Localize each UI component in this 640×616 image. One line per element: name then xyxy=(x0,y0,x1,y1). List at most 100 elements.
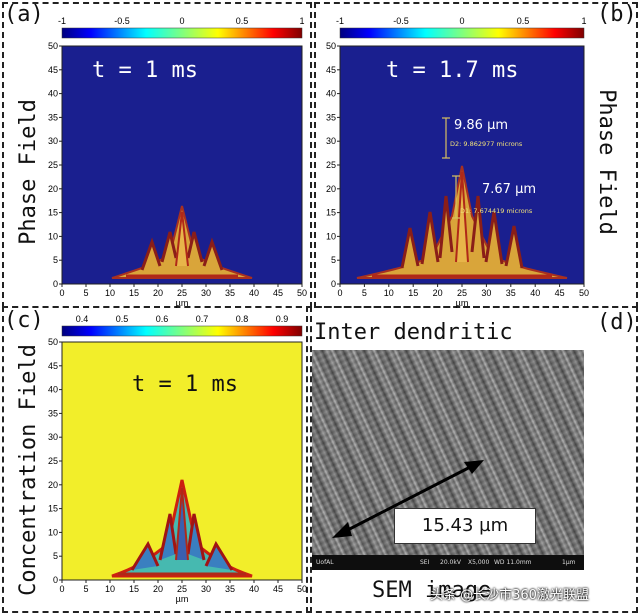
x-tick-label: 20 xyxy=(153,584,163,594)
panel-b-svg: -1 -0.5 0 0.5 1 0 5 10 15 20 25 30 35 40 45 50 0 5 10 15 20… xyxy=(316,16,589,308)
colorbar-tick-label: 0 xyxy=(179,16,184,26)
x-tick-label: 10 xyxy=(105,288,115,298)
y-tick-label: 0 xyxy=(331,279,336,289)
colorbar-tick-label: 0.9 xyxy=(276,314,289,324)
colorbar-tick-label: -1 xyxy=(336,16,344,26)
x-tick-label: 45 xyxy=(273,288,283,298)
y-tick-label: 50 xyxy=(48,337,58,347)
x-tick-label: 35 xyxy=(225,584,235,594)
x-tick-label: 30 xyxy=(481,288,491,298)
dendrite-c xyxy=(111,479,253,578)
sem-info-0: UofAL xyxy=(316,559,334,566)
y-tick-label: 15 xyxy=(326,208,336,218)
x-tick-label: 45 xyxy=(273,584,283,594)
sem-info-3: X5,000 xyxy=(468,559,490,566)
x-tick-label: 25 xyxy=(177,288,187,298)
x-tick-label: 25 xyxy=(457,288,467,298)
colorbar-tick-label: 0.8 xyxy=(236,314,249,324)
panel-label-a: (a) xyxy=(4,2,44,27)
x-tick-label: 35 xyxy=(506,288,516,298)
colorbar-tick-label: 0.5 xyxy=(236,16,249,26)
y-tick-label: 5 xyxy=(331,255,336,265)
x-tick-label: 15 xyxy=(408,288,418,298)
colorbar-c xyxy=(61,325,303,337)
x-tick-label: 0 xyxy=(337,288,342,298)
y-tick-label: 0 xyxy=(53,279,58,289)
y-tick-label: 30 xyxy=(48,432,58,442)
x-tick-label: 40 xyxy=(530,288,540,298)
y-tick-label: 40 xyxy=(48,385,58,395)
colorbar-tick-label: 0.5 xyxy=(517,16,530,26)
sem-info-1: SEI xyxy=(420,559,430,566)
side-title-c: Concentration Field xyxy=(16,344,41,596)
colorbar-tick-label: 0.6 xyxy=(156,314,169,324)
plot-frame xyxy=(339,45,585,285)
panel-frame-d xyxy=(306,306,638,613)
plot-frame xyxy=(61,45,303,285)
xlabel-a: µm xyxy=(176,298,189,308)
y-tick-label: 20 xyxy=(48,480,58,490)
colorbar-b xyxy=(339,27,585,39)
x-tick-label: 25 xyxy=(177,584,187,594)
x-tick-label: 50 xyxy=(297,584,307,594)
colorbar-tick-label: 0.4 xyxy=(76,314,89,324)
colorbar-tick-label: -0.5 xyxy=(393,16,409,26)
inter-dendritic-label: Inter dendritic xyxy=(314,320,513,345)
time-label-c: t = 1 ms xyxy=(132,372,238,397)
x-tick-label: 45 xyxy=(555,288,565,298)
y-tick-label: 50 xyxy=(48,41,58,51)
x-tick-label: 50 xyxy=(579,288,589,298)
colorbar-tick-label: 1 xyxy=(299,16,304,26)
panel-b-figure: -1 -0.5 0 0.5 1 0 5 10 15 20 25 30 35 40 45 50 0 5 10 15 20… xyxy=(316,8,592,308)
x-tick-label: 30 xyxy=(201,584,211,594)
time-label-a: t = 1 ms xyxy=(92,58,198,83)
y-tick-label: 30 xyxy=(48,136,58,146)
y-tick-label: 35 xyxy=(48,408,58,418)
y-tick-label: 40 xyxy=(48,89,58,99)
sem-image-label: SEM image xyxy=(372,578,492,603)
panel-c-figure: 0.4 0.5 0.6 0.7 0.8 0.9 0 5 10 15 20 25 30 35 40 45 50 0… xyxy=(38,312,308,612)
x-tick-label: 30 xyxy=(201,288,211,298)
y-tick-label: 10 xyxy=(326,231,336,241)
time-label-b: t = 1.7 ms xyxy=(386,58,519,83)
dendrite-b xyxy=(356,165,568,279)
x-tick-label: 0 xyxy=(59,288,64,298)
xlabel-b: µm xyxy=(456,298,469,308)
annotation-small-d1: D1: 7.674419 microns xyxy=(460,207,533,215)
xlabel-c: µm xyxy=(176,594,189,604)
panel-frame-c xyxy=(2,306,312,613)
y-tick-label: 20 xyxy=(48,184,58,194)
panel-a-figure: -1 -0.5 0 0.5 1 0 5 10 15 20 25 30 35 40 45 50 0 5 10 15 20… xyxy=(38,8,308,308)
y-tick-label: 50 xyxy=(326,41,336,51)
sem-info-2: 20.0kV xyxy=(440,559,461,566)
x-tick-label: 5 xyxy=(362,288,367,298)
annotation-small-d2: D2: 9.862977 microns xyxy=(450,140,523,148)
sem-image: 15.43 µm UofAL SEI 20.0kV X5,000 WD 11.0… xyxy=(312,350,584,570)
x-tick-label: 5 xyxy=(83,584,88,594)
y-tick-label: 0 xyxy=(53,575,58,585)
panel-label-b: (b) xyxy=(597,2,637,27)
x-tick-label: 10 xyxy=(105,584,115,594)
y-tick-label: 5 xyxy=(53,255,58,265)
colorbar-tick-label: 0.5 xyxy=(116,314,129,324)
y-tick-label: 20 xyxy=(326,184,336,194)
colorbar-tick-label: -1 xyxy=(58,16,66,26)
sem-info-5: 1µm xyxy=(562,559,576,566)
y-tick-label: 45 xyxy=(326,65,336,75)
x-tick-label: 35 xyxy=(225,288,235,298)
y-tick-label: 15 xyxy=(48,504,58,514)
dendrite-a xyxy=(111,205,253,279)
measure-arrow xyxy=(332,460,484,538)
annotation-big-d2: 9.86 µm xyxy=(454,118,509,133)
colorbar-tick-label: -0.5 xyxy=(114,16,130,26)
panel-label-d: (d) xyxy=(597,310,637,335)
sem-info-4: WD 11.0mm xyxy=(494,559,532,566)
y-tick-label: 10 xyxy=(48,231,58,241)
y-tick-label: 45 xyxy=(48,65,58,75)
x-tick-label: 5 xyxy=(83,288,88,298)
x-tick-label: 50 xyxy=(297,288,307,298)
x-tick-label: 20 xyxy=(153,288,163,298)
measure-label: 15.43 µm xyxy=(394,508,536,544)
panel-c-svg: 0.4 0.5 0.6 0.7 0.8 0.9 0 5 10 15 20 25 30 35 40 45 50 0… xyxy=(38,314,307,604)
annotation-big-d1: 7.67 µm xyxy=(482,182,537,197)
